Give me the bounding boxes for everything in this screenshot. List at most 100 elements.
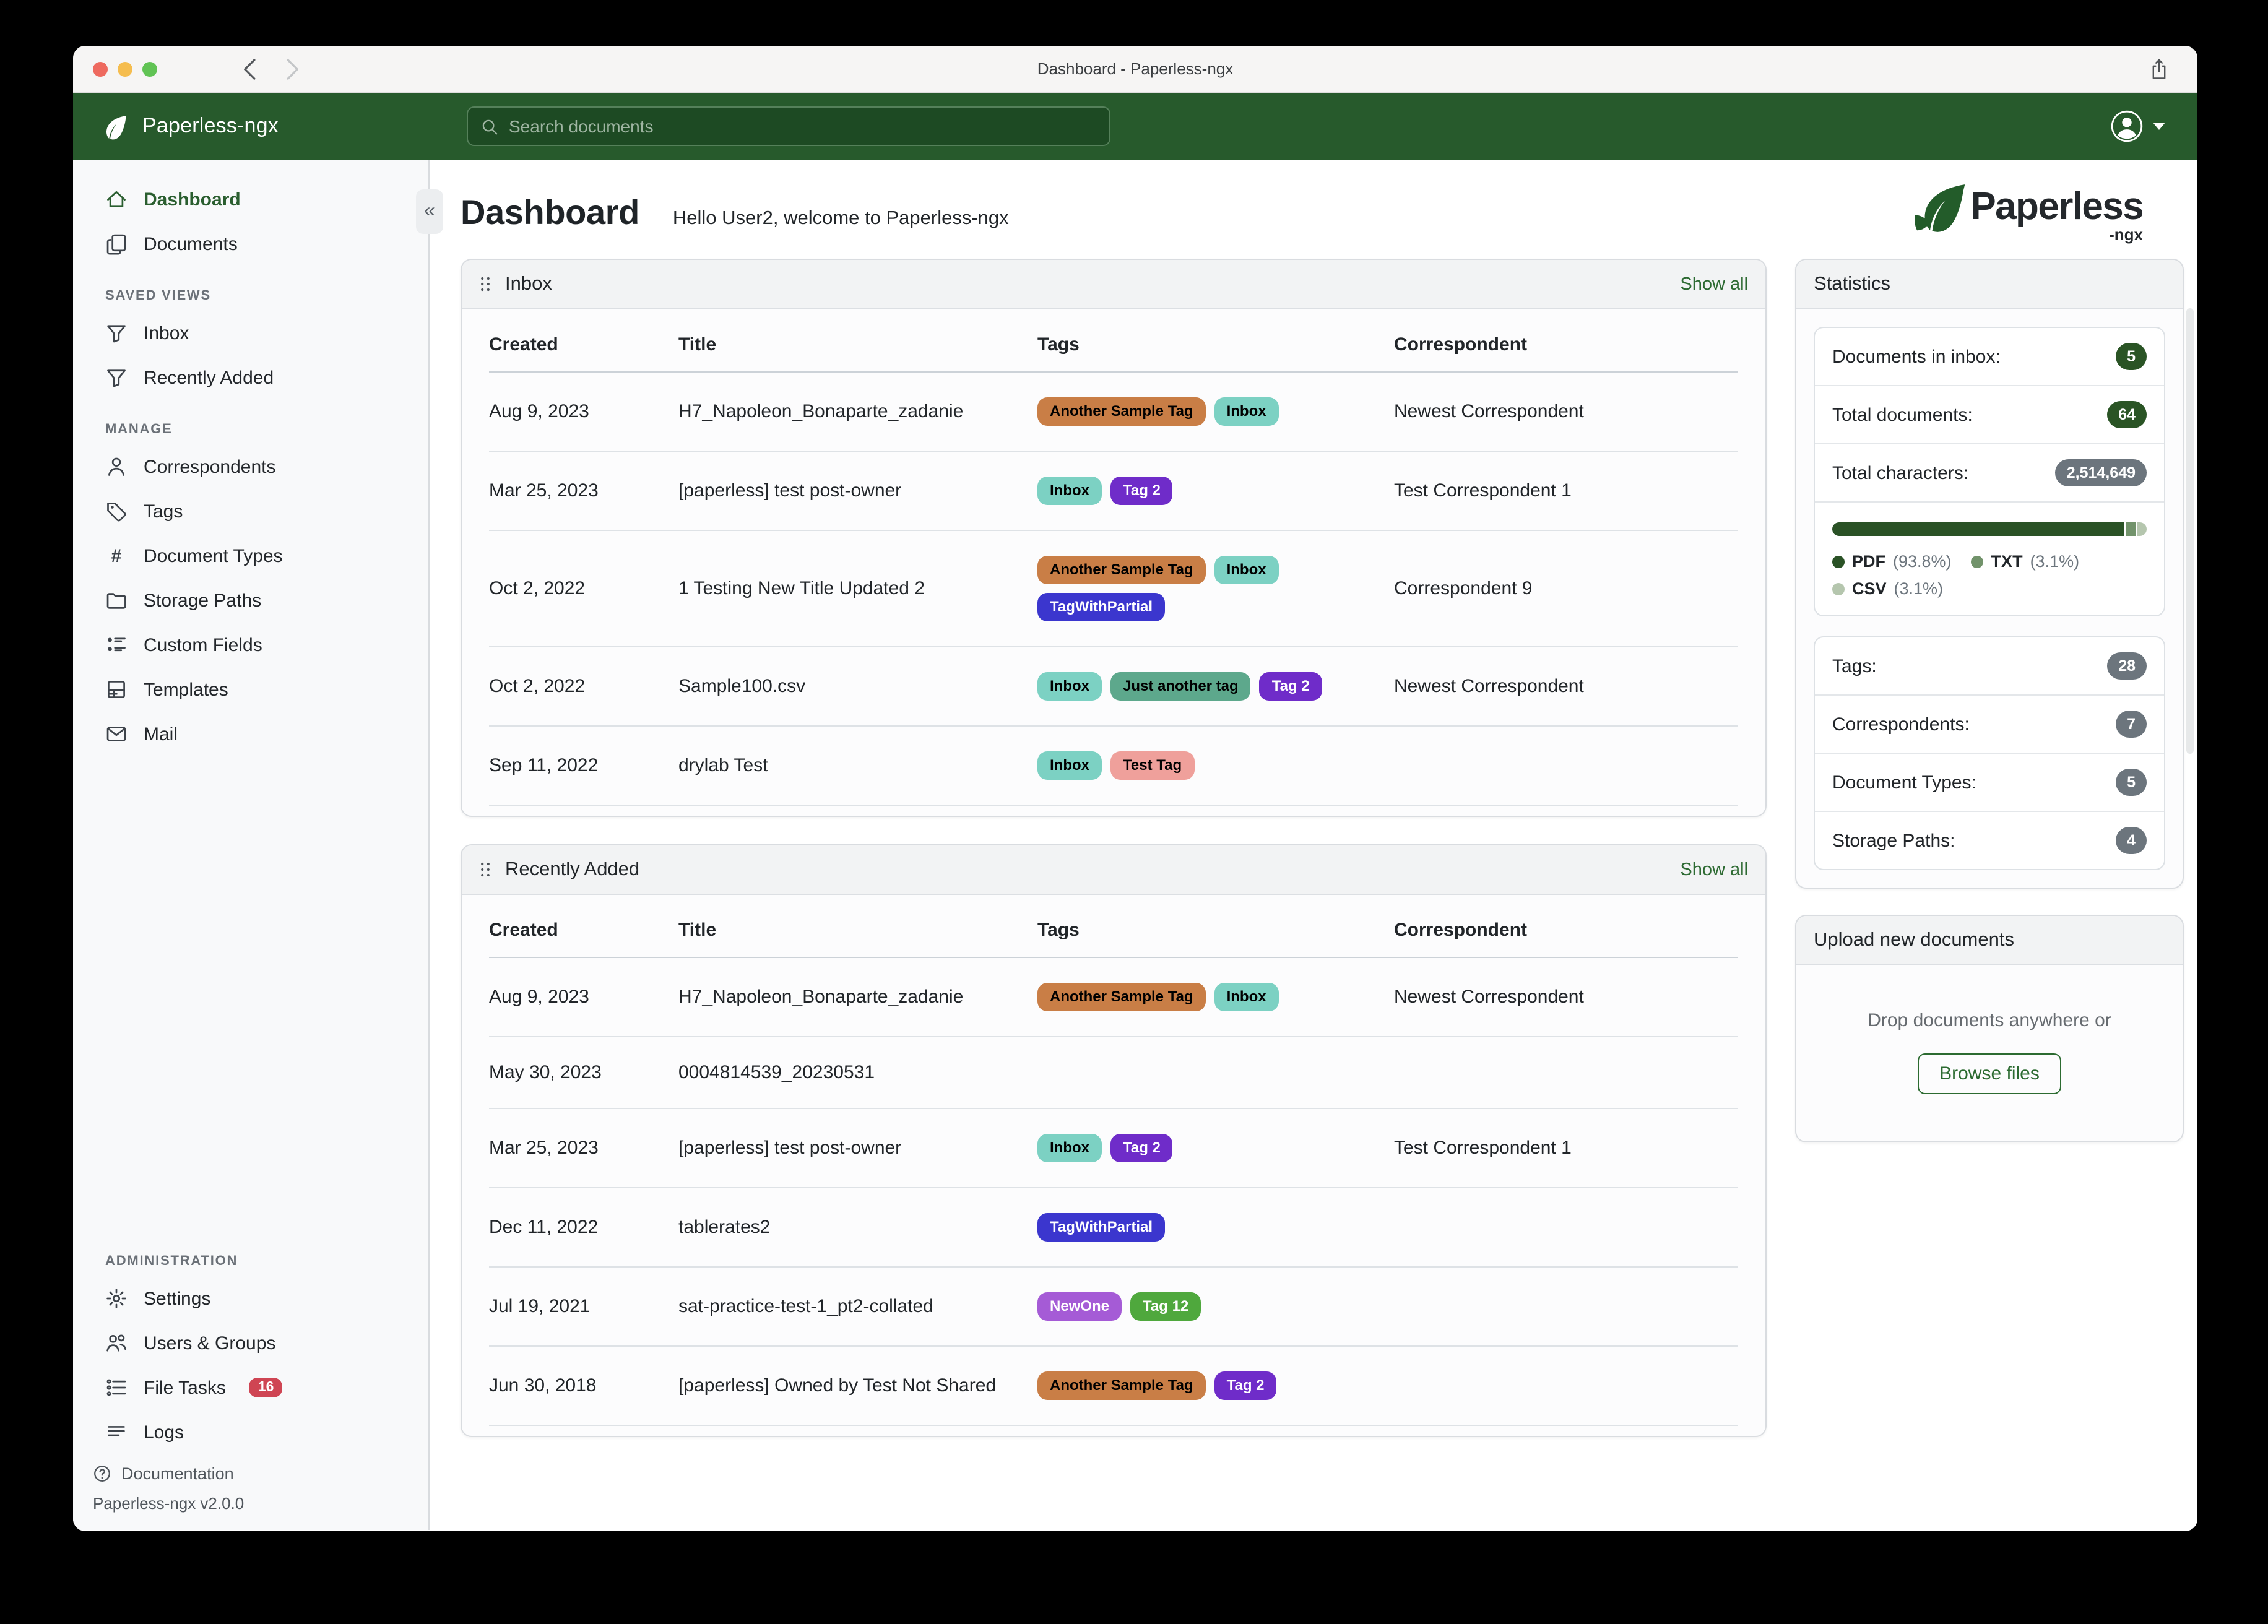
stat-label: Document Types: [1832,772,1976,793]
card-title: Statistics [1814,273,1891,294]
cell-correspondent: Test Correspondent 1 [1394,1138,1572,1159]
show-all-link[interactable]: Show all [1680,274,1748,294]
tag-pill-another-sample-tag: Another Sample Tag [1037,556,1206,584]
column-header-correspondent: Correspondent [1394,334,1528,355]
logs-icon [105,1421,128,1443]
browse-files-button[interactable]: Browse files [1917,1053,2062,1094]
table-row[interactable]: Mar 25, 2023 [paperless] test post-owner I… [489,452,1738,531]
sidebar-item-document-types[interactable]: # Document Types [73,533,428,578]
widgets-column: Inbox Show all Created Title Tags Correspon… [461,259,1767,1437]
tag-pill-another-sample-tag: Another Sample Tag [1037,1371,1206,1400]
bar-segment-pdf [1832,522,2125,536]
sidebar-item-correspondents[interactable]: Correspondents [73,444,428,489]
sidebar-item-recently-added[interactable]: Recently Added [73,355,428,400]
folder-icon [105,589,128,611]
zoom-window-button[interactable] [142,61,157,76]
drag-handle-icon[interactable] [479,274,491,294]
sidebar-item-templates[interactable]: Templates [73,667,428,712]
cell-correspondent: Newest Correspondent [1394,987,1584,1008]
show-all-link[interactable]: Show all [1680,860,1748,879]
main-content: Dashboard Hello User2, welcome to Paperl… [430,160,2197,1530]
table-row[interactable]: Oct 2, 2022 Sample100.csv Inbox Just anothe… [489,647,1738,727]
mail-icon [105,723,128,745]
sidebar-item-mail[interactable]: Mail [73,712,428,756]
tag-pill-inbox: Inbox [1037,672,1102,701]
table-row[interactable]: Dec 11, 2022 tablerates2 TagWithPartial [489,1188,1738,1268]
stat-group-documents: Documents in inbox: 5 Total documents: 64 To… [1814,327,2165,616]
dashboard-columns: Inbox Show all Created Title Tags Correspon… [430,233,2197,1437]
table-row[interactable]: Oct 2, 2022 1 Testing New Title Updated 2… [489,531,1738,647]
sidebar-item-documents[interactable]: Documents [73,222,428,266]
tag-pill-test-tag: Test Tag [1110,751,1195,780]
table-row[interactable]: Jun 30, 2018 [paperless] Owned by Test No… [489,1347,1738,1426]
page-title: Dashboard [461,193,639,231]
drag-handle-icon[interactable] [479,860,491,879]
sidebar-item-tags[interactable]: Tags [73,489,428,533]
tag-pill-tag-2: Tag 2 [1259,672,1322,701]
browser-back-icon[interactable] [236,55,264,82]
inbox-table: Created Title Tags Correspondent Aug 9, 2023… [462,309,1765,816]
sidebar-item-users-groups[interactable]: Users & Groups [73,1321,428,1365]
leaf-icon [102,112,130,140]
minimize-window-button[interactable] [118,61,132,76]
table-row[interactable]: Jul 19, 2021 sat-practice-test-1_pt2-coll… [489,1268,1738,1347]
share-icon[interactable] [2148,58,2170,80]
brand[interactable]: Paperless-ngx [102,93,279,160]
stat-value-badge: 5 [2116,343,2147,370]
sidebar-item-inbox[interactable]: Inbox [73,311,428,355]
tag-pill-inbox: Inbox [1037,1134,1102,1162]
sidebar-item-documentation[interactable]: Documentation [93,1464,413,1483]
statistics-body: Documents in inbox: 5 Total documents: 64 To… [1796,309,2183,888]
sidebar-item-logs[interactable]: Logs [73,1410,428,1454]
cell-created: Oct 2, 2022 [489,578,586,599]
cell-title: H7_Napoleon_Bonaparte_zadanie [678,401,964,422]
column-header-created: Created [489,334,558,355]
table-row[interactable]: Aug 9, 2023 H7_Napoleon_Bonaparte_zadanie… [489,958,1738,1037]
table-row[interactable]: Aug 9, 2023 H7_Napoleon_Bonaparte_zadanie… [489,373,1738,452]
column-header-title: Title [678,920,717,941]
table-row[interactable]: May 30, 2023 0004814539_20230531 [489,1037,1738,1109]
sidebar-item-label: Templates [144,679,228,700]
sidebar-item-custom-fields[interactable]: Custom Fields [73,623,428,667]
tag-pill-tag-2: Tag 2 [1214,1371,1277,1400]
cell-tags: Another Sample Tag Inbox [1037,983,1394,1011]
browser-forward-icon[interactable] [279,55,306,82]
cell-created: May 30, 2023 [489,1062,602,1083]
sidebar-item-label: Mail [144,723,178,745]
sidebar-section-label: MANAGE [105,422,173,437]
upload-dropzone[interactable]: Drop documents anywhere or Browse files [1796,965,2183,1141]
tag-pill-tag-2: Tag 2 [1110,1134,1173,1162]
stat-value-badge: 5 [2116,769,2147,796]
legend-dot [1832,582,1845,595]
sidebar-collapse-button[interactable]: « [416,189,443,234]
stat-value-badge: 2,514,649 [2055,459,2147,486]
cell-title: 0004814539_20230531 [678,1062,875,1083]
tag-pill-tagwithpartial: TagWithPartial [1037,593,1166,621]
table-row[interactable]: Sep 11, 2022 drylab Test Inbox Test Tag [489,727,1738,806]
tag-pill-inbox: Inbox [1214,556,1279,584]
close-window-button[interactable] [93,61,108,76]
stat-value-badge: 7 [2116,710,2147,738]
scrollbar-thumb[interactable] [2186,308,2194,754]
search-icon [480,117,499,136]
sidebar-item-settings[interactable]: Settings [73,1276,428,1321]
sidebar-item-label: Recently Added [144,367,274,388]
sidebar-item-label: Inbox [144,322,189,343]
sidebar-item-storage-paths[interactable]: Storage Paths [73,578,428,623]
brand-label: Paperless-ngx [142,114,279,137]
legend-name: PDF [1852,552,1885,571]
tag-pill-tag-2: Tag 2 [1110,477,1173,505]
legend-item-txt: TXT (3.1%) [1971,552,2079,571]
logo-subtext: -ngx [2109,225,2143,244]
sidebar-spacer [73,756,428,1232]
sidebar-item-dashboard[interactable]: Dashboard [73,177,428,222]
search-input[interactable] [509,116,1097,136]
cell-created: Aug 9, 2023 [489,401,589,422]
table-row[interactable]: Mar 25, 2023 [paperless] test post-owner I… [489,1109,1738,1188]
file-tasks-count-badge: 16 [249,1378,283,1397]
user-menu[interactable] [2110,93,2165,160]
card-title: Recently Added [505,858,640,879]
sidebar-item-file-tasks[interactable]: File Tasks 16 [73,1365,428,1410]
file-type-bar [1832,522,2147,536]
template-icon [105,678,128,701]
